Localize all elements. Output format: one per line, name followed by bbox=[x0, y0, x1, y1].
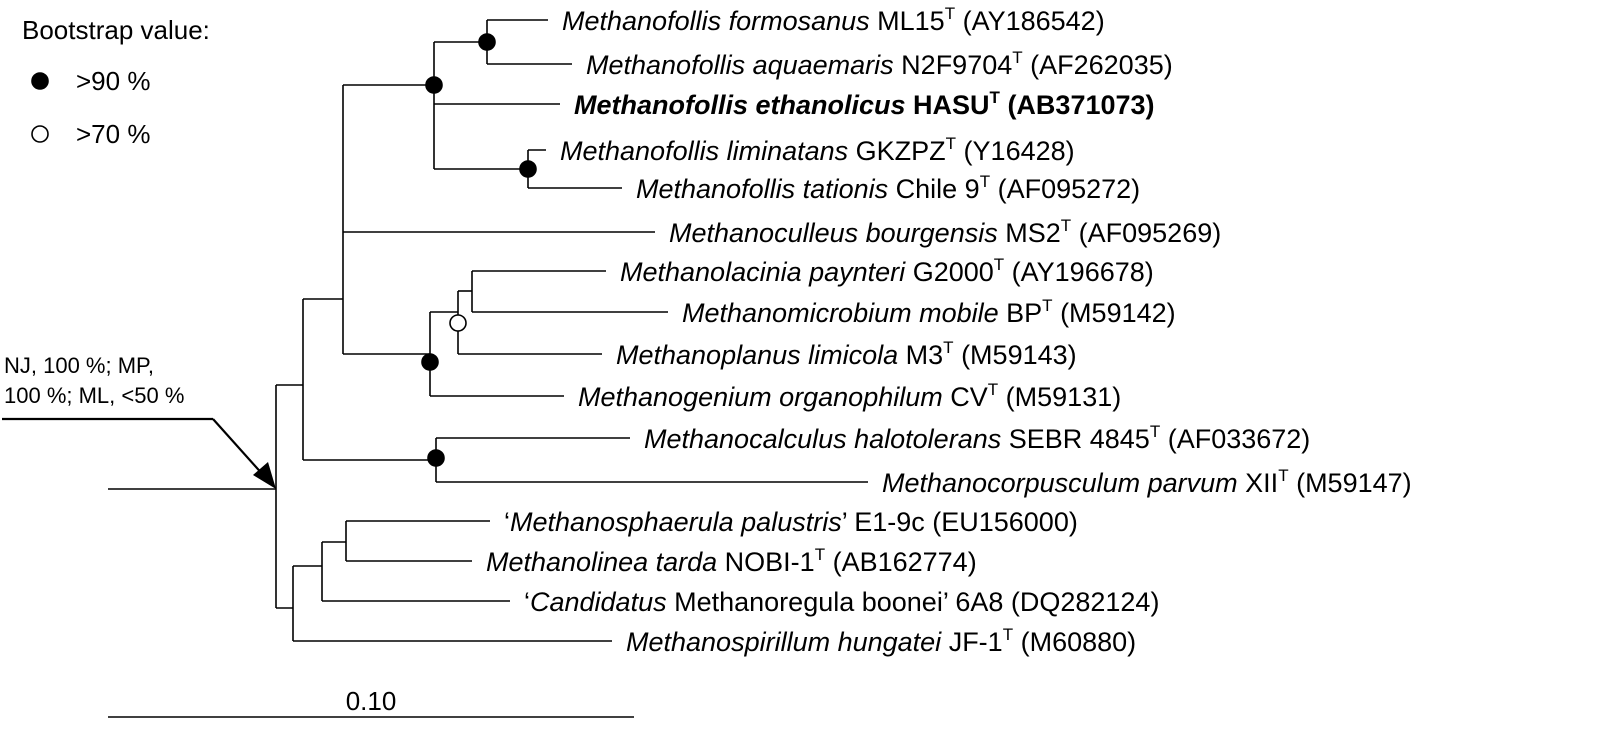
taxon-label: Methanolinea tarda NOBI-1T (AB162774) bbox=[486, 545, 977, 577]
annotation-line-2: 100 %; ML, <50 % bbox=[4, 383, 184, 408]
taxon-label: Methanogenium organophilum CVT (M59131) bbox=[578, 380, 1121, 412]
taxa-labels: Methanofollis formosanus ML15T (AY186542… bbox=[486, 4, 1412, 657]
taxon-label: ‘Candidatus Methanoregula boonei’ 6A8 (D… bbox=[524, 587, 1159, 617]
taxon-label: Methanocalculus halotolerans SEBR 4845T … bbox=[644, 422, 1310, 454]
scale-label: 0.10 bbox=[346, 686, 397, 716]
taxon-label: Methanomicrobium mobile BPT (M59142) bbox=[682, 296, 1176, 328]
bootstrap-node-filled-icon bbox=[478, 33, 496, 51]
tree-branches bbox=[108, 19, 868, 642]
taxon-label: Methanofollis aquaemaris N2F9704T (AF262… bbox=[586, 48, 1173, 80]
taxon-label: Methanolacinia paynteri G2000T (AY196678… bbox=[620, 255, 1154, 287]
taxon-label: Methanocorpusculum parvum XIIT (M59147) bbox=[882, 466, 1412, 498]
bootstrap-node-open-icon bbox=[449, 314, 467, 332]
taxon-label: Methanofollis tationis Chile 9T (AF09527… bbox=[636, 172, 1140, 204]
taxon-label: Methanofollis formosanus ML15T (AY186542… bbox=[562, 4, 1105, 36]
filled-circle-icon bbox=[31, 72, 49, 90]
taxon-label: Methanofollis ethanolicus HASUT (AB37107… bbox=[574, 88, 1155, 120]
legend-filled-label: >90 % bbox=[76, 66, 150, 96]
bootstrap-node-filled-icon bbox=[519, 160, 537, 178]
taxon-label: Methanospirillum hungatei JF-1T (M60880) bbox=[626, 625, 1136, 657]
annotation-arrowhead-icon bbox=[253, 462, 276, 489]
legend-open-label: >70 % bbox=[76, 119, 150, 149]
bootstrap-node-filled-icon bbox=[421, 353, 439, 371]
taxon-label: Methanoculleus bourgensis MS2T (AF095269… bbox=[669, 216, 1221, 248]
taxon-label: Methanofollis liminatans GKZPZT (Y16428) bbox=[560, 134, 1075, 166]
legend-title: Bootstrap value: bbox=[22, 15, 210, 45]
bootstrap-node-filled-icon bbox=[427, 449, 445, 467]
taxon-label: ‘Methanosphaerula palustris’ E1-9c (EU15… bbox=[504, 507, 1078, 537]
taxon-label: Methanoplanus limicola M3T (M59143) bbox=[616, 338, 1077, 370]
open-circle-icon bbox=[31, 125, 49, 143]
bootstrap-node-filled-icon bbox=[425, 76, 443, 94]
annotation-arrow-shaft bbox=[212, 418, 266, 478]
annotation-line-1: NJ, 100 %; MP, bbox=[4, 353, 154, 378]
